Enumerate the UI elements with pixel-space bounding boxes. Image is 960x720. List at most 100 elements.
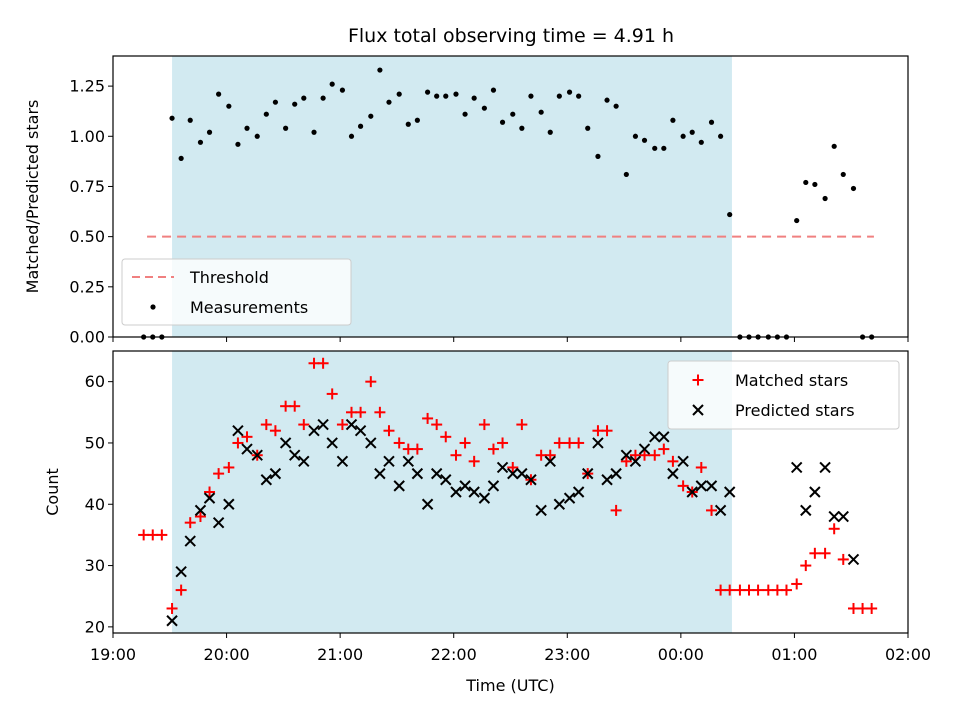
matched-star-point [204,486,216,498]
measurement-point [329,81,335,87]
matched-star-point [365,376,377,388]
matched-star-point [393,437,405,449]
predicted-star-point [336,455,349,468]
predicted-star-point [459,480,471,492]
measurement-point [595,153,601,159]
predicted-star-point [847,553,860,566]
predicted-star-point [809,486,821,498]
matched-star-point [355,406,367,418]
predicted-star-point [289,449,301,461]
measurement-point [680,133,686,139]
predicted-star-point [421,498,434,510]
predicted-star-point [516,467,528,480]
matched-star-point [553,437,565,449]
predicted-star-point [610,467,622,480]
matched-star-point [478,419,490,431]
predicted-star-point [563,492,576,504]
matched-star-point [422,412,434,424]
measurement-point [490,87,497,93]
measurement-point [850,185,857,192]
top-x-ticks [112,337,909,342]
top-panel: 0.00 0.25 0.50 0.75 1.00 1.25 Matched/Predict… [23,55,909,347]
predicted-stars-legend-swatch [692,404,704,416]
measurement-point [272,99,279,105]
predicted-star-point [544,455,556,468]
measurement-point [510,111,516,117]
predicted-star-point [601,474,613,486]
matched-star-point [298,419,310,431]
matched-star-point [724,584,736,596]
measurement-point [641,137,648,143]
x-tick-label: 00:00 [658,645,704,664]
measurement-point [414,117,420,123]
measurement-point [670,117,676,123]
matched-star-point [194,511,206,523]
matched-stars-legend-label: Matched stars [735,371,848,390]
measurement-point [499,119,506,125]
measurement-point [187,117,193,123]
matched-star-point [223,461,235,473]
measurement-point [216,91,222,97]
measurement-point [357,123,364,129]
matched-star-point [573,437,585,449]
threshold-legend-label: Threshold [189,268,269,287]
predicted-star-point [260,474,273,486]
predicted-star-point [411,467,424,480]
measurement-point [244,125,250,131]
matched-star-point [450,449,462,461]
predicted-star-point [649,431,661,443]
top-y-axis: 0.00 0.25 0.50 0.75 1.00 1.25 [69,77,113,347]
measurement-point [292,101,298,107]
measurement-point [424,89,431,95]
measurement-point [443,93,449,99]
measurement-point [396,91,402,97]
matched-star-point [175,584,187,596]
measurement-point [718,133,724,139]
predicted-star-point [525,474,537,486]
measurement-point [585,125,591,131]
matched-star-point [336,419,348,431]
predicted-star-point [241,443,253,455]
matched-star-point [828,523,840,535]
measurements-legend-swatch [150,304,156,310]
matched-star-point [507,461,519,473]
predicted-star-point [507,467,519,480]
x-tick-label: 21:00 [317,645,363,664]
x-tick-label: 19:00 [90,645,136,664]
matched-star-point [667,455,679,467]
measurement-point [235,141,241,147]
matched-star-point [289,400,301,412]
predicted-star-point [354,424,367,437]
top-axes-frame [112,55,909,338]
matched-star-point [809,547,821,559]
predicted-star-point [317,418,329,431]
y-tick-label: 30 [85,556,105,575]
predicted-star-point [478,492,491,504]
predicted-star-point [695,480,708,492]
y-tick-label: 20 [85,617,105,636]
matched-star-point [213,468,225,480]
bottom-panel: 20 30 40 50 60 19:00 20:00 21:00 22:00 23:00 00:0… [43,350,931,695]
matched-star-point [241,431,253,443]
matched-star-point [156,529,168,541]
measurement-point [320,95,326,101]
x-tick-label: 01:00 [771,645,817,664]
measurement-point [812,181,818,188]
predicted-star-point [365,437,377,449]
matched-star-point [649,449,661,461]
matched-star-point [819,547,831,559]
x-tick-label: 23:00 [544,645,590,664]
measurement-point [727,211,733,218]
predicted-star-point [572,486,585,498]
y-tick-label: 60 [85,372,105,391]
predicted-star-point [800,504,812,517]
predicted-star-point [828,510,840,523]
measurement-point [339,87,346,93]
measurement-point [348,133,355,139]
measurement-point [434,93,440,99]
predicted-star-point [592,437,604,449]
matched-star-point [620,455,632,467]
matched-star-point [374,406,386,418]
predicted-star-point [212,516,225,529]
legend-cross-marker [692,404,704,416]
